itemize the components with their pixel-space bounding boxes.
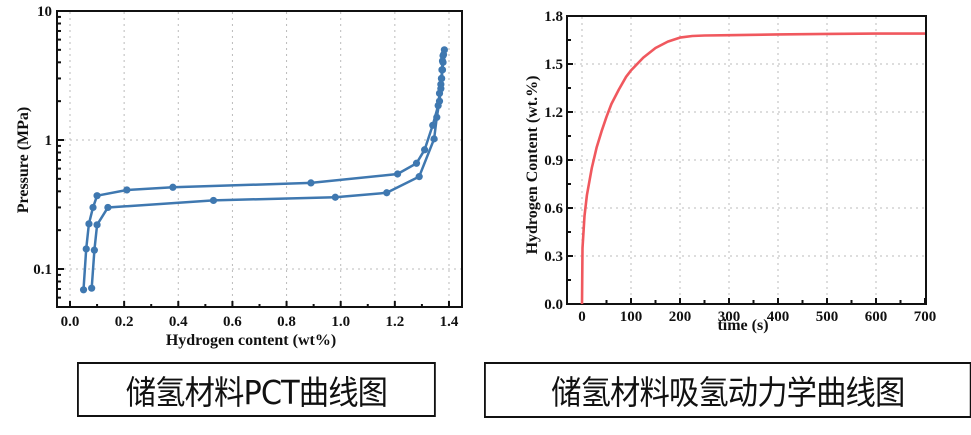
pct-series-line <box>82 49 446 290</box>
pct-data-point <box>393 170 402 178</box>
pct-data-point <box>438 74 446 83</box>
pct-y-axis-title: Pressure (MPa) <box>15 107 32 213</box>
pct-x-axis-title: Hydrogen content (wt%) <box>166 332 336 349</box>
kinetics-series <box>580 32 925 305</box>
pct-x-tick-label: 0.2 <box>115 314 134 330</box>
pct-data-point <box>82 245 90 253</box>
pct-x-tick-label: 1.4 <box>440 314 459 330</box>
kinetics-y-tick-label: 1.2 <box>544 105 563 121</box>
kinetics-y-axis-title: Hydrogen Content (wt.%) <box>524 76 541 255</box>
kinetics-y-tick-label: 0.0 <box>544 297 563 313</box>
pct-data-point <box>93 221 101 229</box>
pct-x-tick-label: 0.4 <box>169 314 188 330</box>
kinetics-series-line <box>580 32 925 305</box>
pct-data-point <box>307 179 315 187</box>
pct-data-point <box>209 196 218 205</box>
pct-data-point <box>437 85 445 93</box>
pct-x-tick-label: 0.0 <box>61 314 80 330</box>
pct-x-tick-label: 0.6 <box>223 314 242 330</box>
pct-y-tick-label: 1 <box>45 133 53 149</box>
pct-chart-caption: 储氢材料PCT曲线图 <box>77 362 436 417</box>
kinetics-y-tick-label: 0.9 <box>544 153 563 169</box>
kinetics-chart-caption: 储氢材料吸氢动力学曲线图 <box>484 362 971 418</box>
kinetics-x-tick-label: 400 <box>767 309 790 325</box>
pct-data-point <box>433 113 441 121</box>
pct-data-point <box>435 97 444 105</box>
pct-data-point <box>331 193 339 201</box>
pct-data-point <box>89 203 97 212</box>
pct-x-tick-label: 1.2 <box>385 314 404 330</box>
pct-data-point <box>90 246 98 254</box>
kinetics-ticks: 0 100 200 300 400 500 600 700 0.0 0.3 0.6 0.9 1.2 1.5… <box>544 9 936 325</box>
pct-chart: 0.0 0.2 0.4 0.6 0.8 1.0 1.2 1.4 0.1 1 10 Hydrogen … <box>15 4 463 349</box>
pct-data-point <box>383 189 391 197</box>
kinetics-x-axis-title: time (s) <box>717 317 768 334</box>
pct-series-line <box>90 54 445 289</box>
pct-data-point <box>439 50 448 59</box>
pct-y-tick-label: 10 <box>37 4 52 20</box>
pct-data-point <box>85 220 93 228</box>
pct-data-point <box>123 186 131 194</box>
kinetics-x-tick-label: 100 <box>620 309 643 325</box>
kinetics-x-tick-label: 500 <box>816 309 839 325</box>
pct-series <box>79 46 448 294</box>
pct-data-point <box>438 66 447 74</box>
kinetics-grid <box>568 17 925 303</box>
pct-data-point <box>88 284 96 292</box>
kinetics-x-tick-label: 700 <box>914 309 937 325</box>
kinetics-chart: 0 100 200 300 400 500 600 700 0.0 0.3 0.6 0.9 1.2 1.5… <box>524 9 936 334</box>
pct-x-tick-label: 0.8 <box>277 314 296 330</box>
pct-y-tick-label: 0.1 <box>33 262 52 278</box>
kinetics-plot-frame <box>566 15 927 305</box>
kinetics-x-tick-label: 600 <box>865 309 888 325</box>
pct-data-point <box>430 135 438 143</box>
pct-x-tick-label: 1.0 <box>331 314 350 330</box>
pct-data-point <box>169 183 177 191</box>
pct-data-point <box>421 146 429 154</box>
kinetics-y-tick-label: 0.6 <box>544 201 563 217</box>
pct-plot-frame <box>56 10 463 308</box>
pct-ticks: 0.0 0.2 0.4 0.6 0.8 1.0 1.2 1.4 0.1 1 10 <box>33 4 459 330</box>
pct-data-point <box>104 203 112 212</box>
kinetics-y-tick-label: 1.5 <box>544 57 563 73</box>
pct-data-point <box>79 286 88 294</box>
kinetics-y-tick-label: 1.8 <box>544 9 563 25</box>
pct-data-point <box>93 192 101 200</box>
kinetics-x-tick-label: 0 <box>578 309 586 325</box>
kinetics-x-tick-label: 300 <box>718 309 741 325</box>
kinetics-y-tick-label: 0.3 <box>544 249 563 265</box>
pct-data-point <box>415 173 423 181</box>
pct-data-point <box>412 159 421 167</box>
kinetics-x-tick-label: 200 <box>669 309 692 325</box>
pct-grid <box>58 10 461 306</box>
pct-data-point <box>439 58 447 66</box>
